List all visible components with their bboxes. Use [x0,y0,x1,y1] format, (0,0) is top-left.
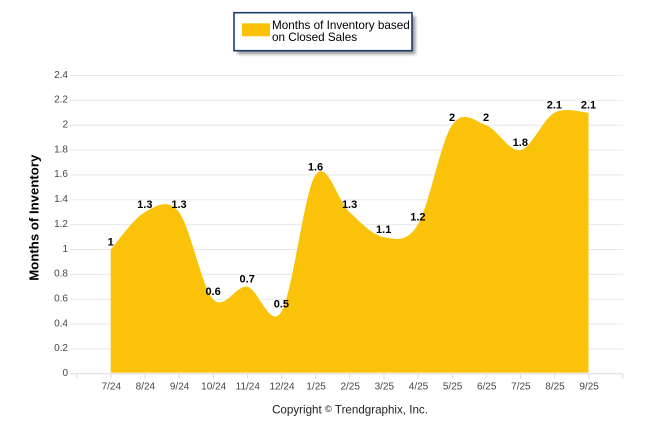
svg-text:1: 1 [108,236,114,248]
svg-text:2: 2 [483,112,489,124]
svg-text:1.8: 1.8 [513,137,528,149]
svg-text:2: 2 [449,112,455,124]
svg-text:11/24: 11/24 [236,381,261,392]
svg-text:2.1: 2.1 [581,100,596,112]
svg-text:Months of Inventory based: Months of Inventory based [272,19,410,32]
svg-text:1.3: 1.3 [342,199,357,211]
svg-text:1.2: 1.2 [410,211,425,223]
svg-text:0.6: 0.6 [205,286,220,298]
svg-text:Months of Inventory: Months of Inventory [27,154,42,281]
svg-text:8/24: 8/24 [136,381,156,392]
svg-text:2.4: 2.4 [54,70,68,81]
svg-text:Copyright © Trendgraphix, Inc.: Copyright © Trendgraphix, Inc. [272,404,428,417]
svg-text:2: 2 [62,120,68,131]
svg-text:7/25: 7/25 [511,381,531,392]
svg-text:1.3: 1.3 [137,199,152,211]
svg-text:1.4: 1.4 [54,194,68,205]
svg-text:2.2: 2.2 [54,95,68,106]
svg-text:0.4: 0.4 [54,318,68,329]
svg-text:1.2: 1.2 [54,219,68,230]
svg-text:1.6: 1.6 [308,162,323,174]
svg-text:3/25: 3/25 [375,381,395,392]
svg-text:2/25: 2/25 [340,381,360,392]
svg-text:1.8: 1.8 [54,144,68,155]
svg-text:1.3: 1.3 [171,199,186,211]
svg-text:0.2: 0.2 [54,343,68,354]
svg-text:9/24: 9/24 [170,381,190,392]
svg-text:10/24: 10/24 [201,381,226,392]
svg-text:9/25: 9/25 [579,381,599,392]
svg-text:on Closed Sales: on Closed Sales [272,31,357,44]
svg-text:4/25: 4/25 [409,381,429,392]
svg-text:0: 0 [62,368,68,379]
svg-text:7/24: 7/24 [102,381,122,392]
svg-text:1.1: 1.1 [376,224,391,236]
svg-text:0.8: 0.8 [54,269,68,280]
svg-text:0.7: 0.7 [240,274,255,286]
svg-text:1/25: 1/25 [306,381,326,392]
svg-text:12/24: 12/24 [269,381,294,392]
svg-text:8/25: 8/25 [545,381,565,392]
svg-text:5/25: 5/25 [443,381,463,392]
svg-text:0.5: 0.5 [274,299,289,311]
svg-text:6/25: 6/25 [477,381,497,392]
svg-text:1.6: 1.6 [54,169,68,180]
svg-text:0.6: 0.6 [54,294,68,305]
svg-text:2.1: 2.1 [547,100,562,112]
svg-text:1: 1 [62,244,68,255]
